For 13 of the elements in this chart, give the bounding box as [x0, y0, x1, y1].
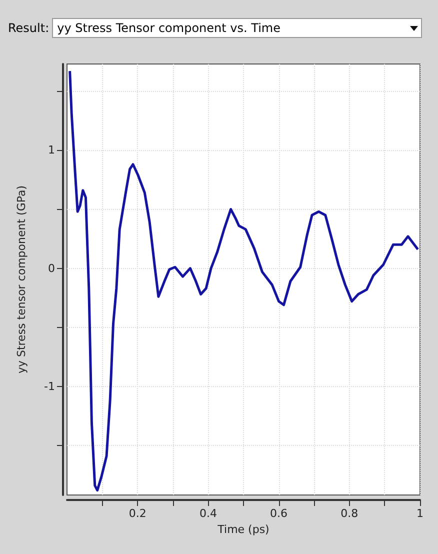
- x-axis-title: Time (ps): [216, 522, 270, 536]
- y-tick-label: 0: [48, 262, 55, 275]
- text: Result:: [8, 21, 50, 35]
- y-axis-title: yy Stress tensor component (GPa): [15, 185, 28, 374]
- x-tick-label: 0.6: [270, 507, 288, 520]
- line-series: [68, 70, 420, 492]
- y-tick-label: 1: [48, 144, 55, 157]
- chart-title: yy Stress Tensor component vs. Time: [57, 21, 281, 35]
- x-tick-label: 0.8: [340, 507, 358, 520]
- y-tick-label: -1: [44, 380, 55, 393]
- x-tick-label: 0.2: [128, 507, 146, 520]
- x-tick-label: 1: [416, 507, 424, 520]
- x-tick-label: 0.4: [199, 507, 217, 520]
